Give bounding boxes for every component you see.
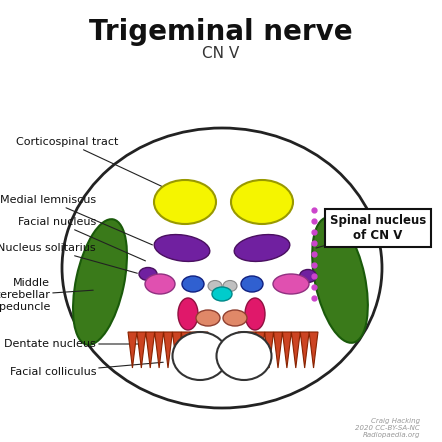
Ellipse shape	[273, 274, 309, 294]
Ellipse shape	[62, 128, 382, 408]
Polygon shape	[128, 332, 208, 368]
Text: Craig Hacking
2020 CC-BY-SA-NC
Radiopaedia.org: Craig Hacking 2020 CC-BY-SA-NC Radiopaed…	[355, 418, 420, 438]
Ellipse shape	[223, 310, 247, 326]
Ellipse shape	[178, 298, 198, 330]
Ellipse shape	[234, 235, 290, 262]
Text: Facial colliculus: Facial colliculus	[9, 362, 163, 377]
Text: CN V: CN V	[202, 46, 240, 61]
Ellipse shape	[208, 281, 222, 292]
Text: Corticospinal tract: Corticospinal tract	[15, 137, 173, 192]
Text: Facial nucleus: Facial nucleus	[18, 217, 145, 261]
Ellipse shape	[231, 180, 293, 224]
Ellipse shape	[212, 287, 232, 301]
Ellipse shape	[73, 219, 127, 345]
Ellipse shape	[196, 310, 220, 326]
Text: Nucleus solitarius: Nucleus solitarius	[0, 243, 137, 273]
Ellipse shape	[217, 332, 271, 380]
Polygon shape	[238, 332, 318, 368]
Ellipse shape	[241, 276, 263, 292]
Ellipse shape	[245, 298, 265, 330]
Ellipse shape	[139, 267, 157, 281]
Ellipse shape	[154, 235, 210, 262]
Ellipse shape	[145, 274, 175, 294]
Ellipse shape	[182, 276, 204, 292]
Text: Dentate nucleus: Dentate nucleus	[4, 339, 139, 349]
Ellipse shape	[172, 332, 228, 380]
Text: Spinal nucleus
of CN V: Spinal nucleus of CN V	[330, 214, 426, 242]
Text: Trigeminal nerve: Trigeminal nerve	[89, 18, 353, 46]
Ellipse shape	[312, 217, 368, 343]
Text: Middle
cerebellar
peduncle: Middle cerebellar peduncle	[0, 278, 93, 312]
Ellipse shape	[223, 281, 237, 292]
Text: Medial lemniscus: Medial lemniscus	[0, 195, 152, 245]
Ellipse shape	[154, 180, 216, 224]
Ellipse shape	[300, 270, 316, 282]
